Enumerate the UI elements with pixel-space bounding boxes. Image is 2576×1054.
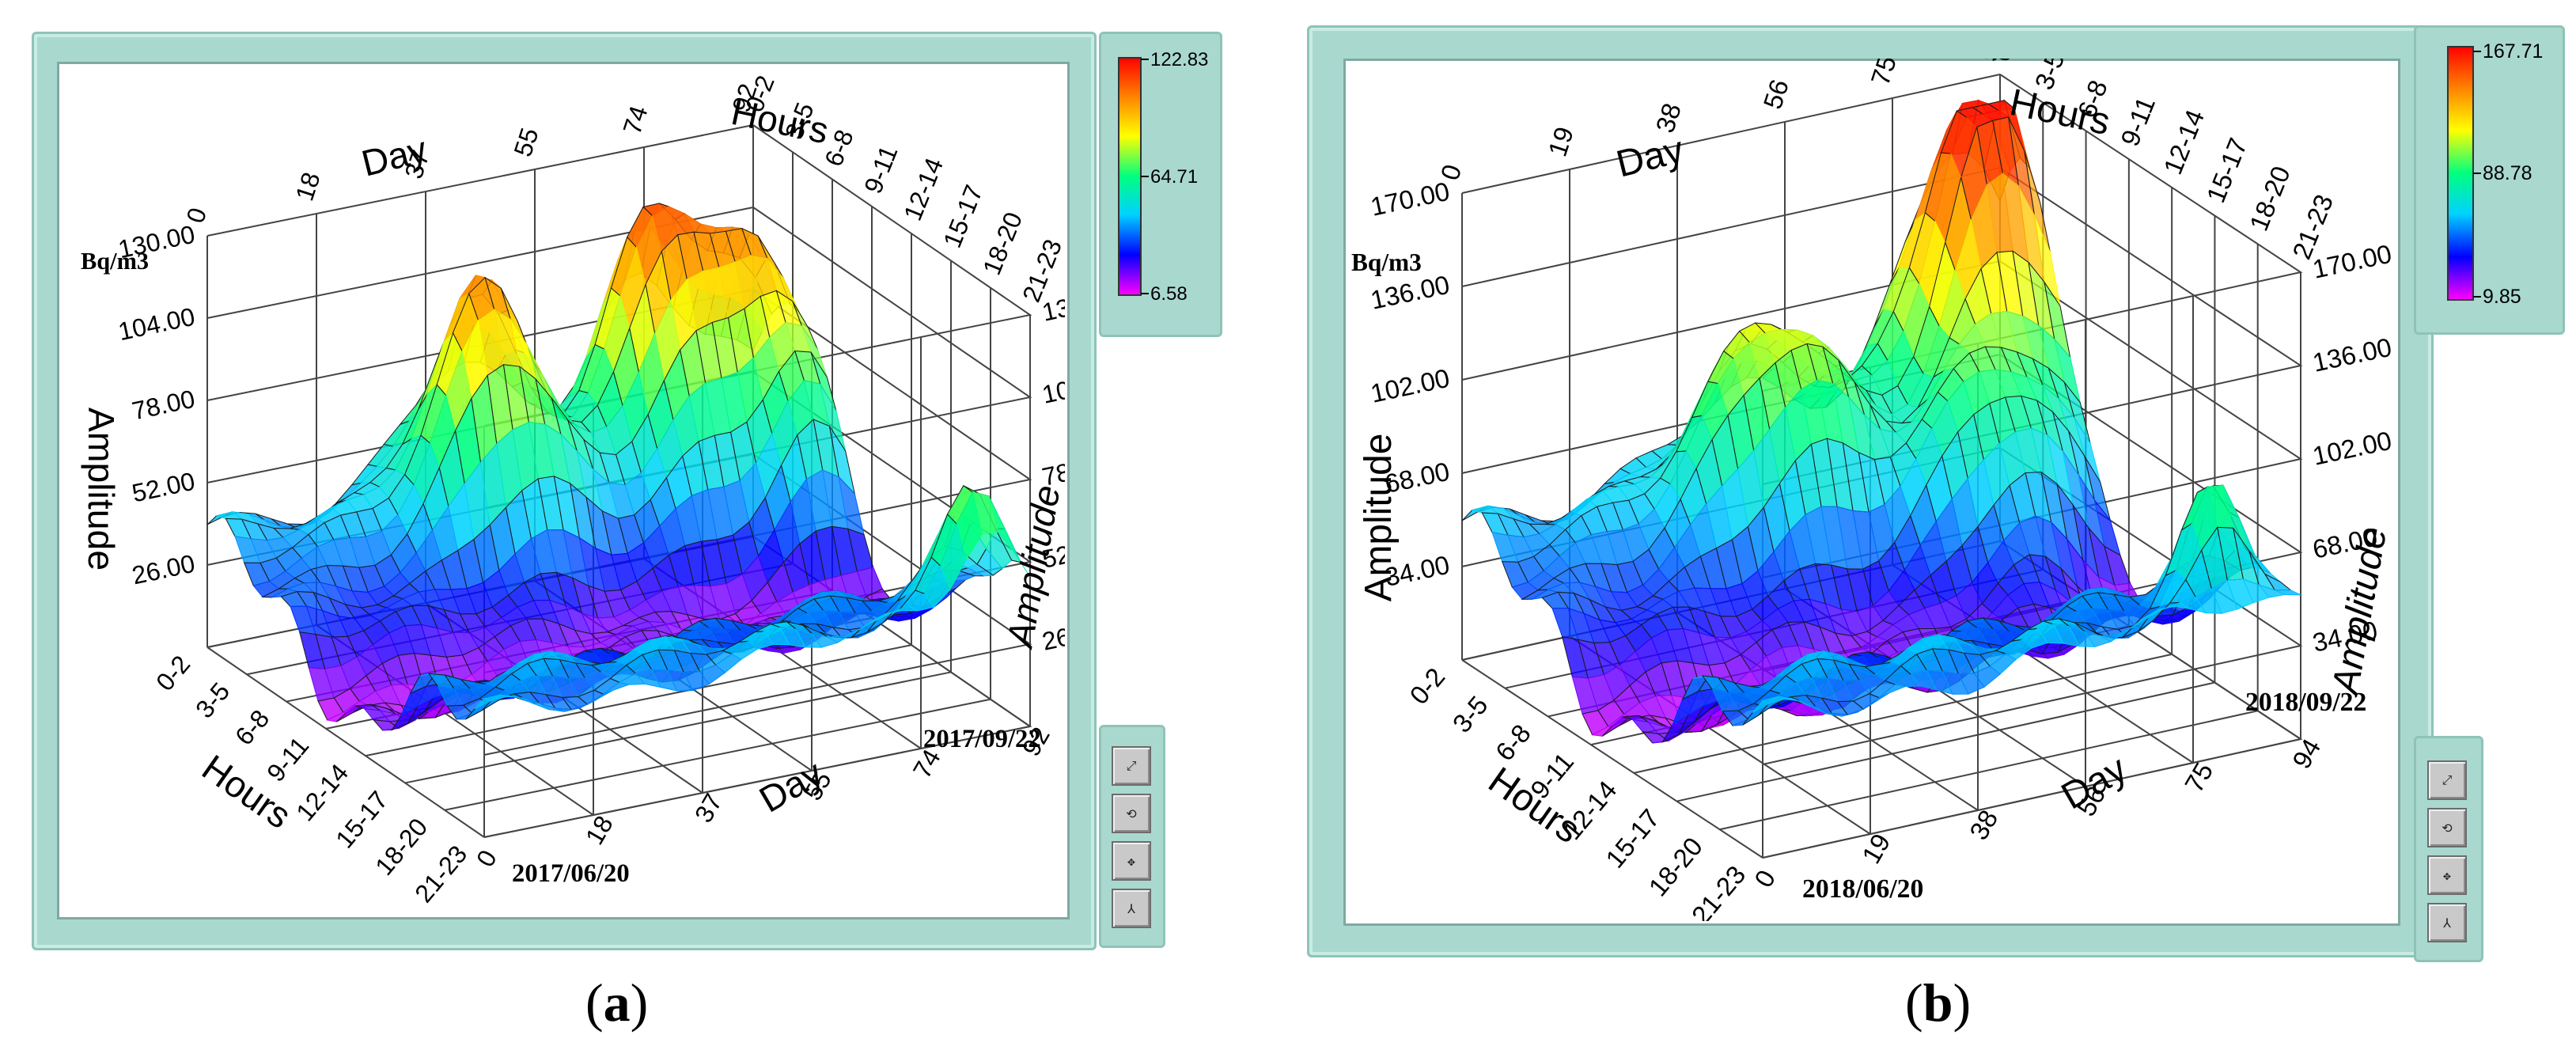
day-tick-front: 0 bbox=[1748, 865, 1781, 892]
colorbar-min-a: 6.58 bbox=[1150, 283, 1188, 305]
colorbar-a: 122.83 64.71 6.58 bbox=[1099, 32, 1222, 337]
hours-tick-front: 3-5 bbox=[190, 677, 235, 724]
z-tick-left: 170.00 bbox=[1368, 176, 1452, 222]
day-axis-title-top: Day bbox=[1612, 129, 1688, 186]
zoom-button-a[interactable]: ⤢ bbox=[1112, 746, 1151, 786]
day-tick-top: 94 bbox=[1972, 59, 2010, 65]
surface-plot-a[interactable]: 0-20-23-53-56-86-89-119-1112-1412-1415-1… bbox=[57, 62, 1065, 915]
colorbar-max-a: 122.83 bbox=[1150, 49, 1208, 70]
pan-icon: ✥ bbox=[2443, 867, 2451, 883]
colorbar-mid-a: 64.71 bbox=[1150, 166, 1198, 188]
hours-tick-top: 18-20 bbox=[977, 208, 1028, 279]
colorbar-max-b: 167.71 bbox=[2483, 40, 2543, 63]
hours-tick-top: 0-2 bbox=[1986, 59, 2027, 66]
caption-a: (a) bbox=[585, 972, 649, 1033]
hours-tick-front: 6-8 bbox=[1490, 718, 1536, 766]
z-tick-left: 26.00 bbox=[130, 549, 198, 590]
colorbar-b: 167.71 88.78 9.85 bbox=[2414, 25, 2565, 335]
hours-tick-front: 15-17 bbox=[330, 786, 393, 854]
z-tick-right: 136.00 bbox=[2310, 332, 2394, 377]
day-tick-front: 19 bbox=[1856, 828, 1896, 868]
day-tick-top: 55 bbox=[508, 124, 544, 160]
day-tick-top: 74 bbox=[617, 102, 653, 138]
hours-tick-front: 0-2 bbox=[1404, 662, 1450, 710]
colorbar-min-b: 9.85 bbox=[2483, 286, 2521, 308]
surface-plot-b[interactable]: 0-20-23-53-56-86-89-119-1112-1412-1415-1… bbox=[1343, 59, 2396, 921]
zoom-button-b[interactable]: ⤢ bbox=[2427, 760, 2467, 800]
rotate-button-b[interactable]: ⟲ bbox=[2427, 808, 2467, 847]
hours-tick-front: 18-20 bbox=[369, 813, 433, 881]
z-tick-left: 104.00 bbox=[116, 302, 197, 347]
pan-button-b[interactable]: ✥ bbox=[2427, 855, 2467, 895]
hours-tick-top: 15-17 bbox=[938, 181, 988, 252]
graph-controls-a: ⤢ ⟲ ✥ ⅄ bbox=[1099, 725, 1165, 948]
hours-tick-front: 0-2 bbox=[150, 650, 195, 696]
panel-b: 0-20-23-53-56-86-89-119-1112-1412-1415-1… bbox=[1288, 0, 2576, 1054]
axes-button-a[interactable]: ⅄ bbox=[1112, 889, 1151, 928]
start-date-label: 2018/06/20 bbox=[1802, 874, 1923, 904]
amplitude-axis-title-left: Amplitude bbox=[1358, 434, 1400, 602]
z-tick-right: 104.00 bbox=[1040, 365, 1065, 409]
z-tick-left: 52.00 bbox=[130, 467, 198, 508]
colorbar-mid-b: 88.78 bbox=[2483, 162, 2532, 184]
day-tick-front: 38 bbox=[1964, 805, 2003, 844]
surface-mesh bbox=[206, 203, 1031, 731]
zoom-icon: ⤢ bbox=[2442, 772, 2453, 787]
axes-button-b[interactable]: ⅄ bbox=[2427, 903, 2467, 942]
unit-label: Bq/m3 bbox=[1351, 248, 1422, 276]
day-tick-front: 94 bbox=[2286, 734, 2326, 773]
hours-tick-front: 3-5 bbox=[1447, 690, 1494, 737]
hours-tick-front: 21-23 bbox=[1686, 860, 1752, 921]
hours-tick-front: 18-20 bbox=[1642, 832, 1708, 901]
panel-a: 0-2 0-2 3-5 3-5 6-8 6-8 9-11 9-11 12-14 12-14 15-1… bbox=[32, 32, 1222, 1033]
day-tick-top: 18 bbox=[290, 169, 325, 204]
day-tick-top: 75 bbox=[1865, 59, 1902, 89]
hours-tick-front: 12-14 bbox=[290, 759, 354, 827]
axes-icon: ⅄ bbox=[2443, 915, 2451, 931]
hours-tick-front: 9-11 bbox=[261, 731, 314, 787]
hours-tick-front: 15-17 bbox=[1600, 803, 1665, 873]
day-tick-front: 0 bbox=[471, 845, 502, 871]
z-tick-left: 102.00 bbox=[1368, 363, 1452, 408]
end-date-label: 2018/09/22 bbox=[2245, 688, 2366, 717]
hours-tick-top: 18-20 bbox=[2244, 162, 2296, 235]
graph-controls-b: ⤢ ⟲ ✥ ⅄ bbox=[2414, 736, 2483, 962]
amplitude-axis-title-left: Amplitude bbox=[81, 408, 122, 571]
day-axis-title-front: Day bbox=[752, 752, 830, 821]
hours-tick-top: 9-11 bbox=[858, 142, 903, 198]
hours-tick-front: 21-23 bbox=[409, 840, 472, 908]
pan-icon: ✥ bbox=[1127, 853, 1135, 869]
rotate-button-a[interactable]: ⟲ bbox=[1112, 794, 1151, 833]
surface-mesh bbox=[1461, 99, 2301, 744]
day-tick-top: 19 bbox=[1542, 123, 1579, 160]
hours-tick-top: 15-17 bbox=[2201, 134, 2253, 207]
hours-tick-front: 6-8 bbox=[229, 704, 275, 751]
day-tick-top: 56 bbox=[1757, 76, 1794, 112]
unit-label: Bq/m3 bbox=[81, 248, 149, 275]
z-tick-left: 78.00 bbox=[130, 385, 198, 426]
caption-b: (b) bbox=[1905, 972, 1972, 1033]
rotate-icon: ⟲ bbox=[2442, 820, 2453, 836]
start-date-label: 2017/06/20 bbox=[512, 859, 630, 888]
hours-tick-top: 9-11 bbox=[2115, 93, 2161, 150]
hours-tick-top: 12-14 bbox=[898, 154, 949, 224]
pan-button-a[interactable]: ✥ bbox=[1112, 841, 1151, 881]
z-tick-right: 170.00 bbox=[2310, 239, 2394, 284]
axes-icon: ⅄ bbox=[1127, 900, 1135, 916]
z-tick-left: 136.00 bbox=[1368, 270, 1452, 315]
rotate-icon: ⟲ bbox=[1126, 806, 1137, 821]
end-date-label: 2017/09/22 bbox=[923, 725, 1041, 753]
z-tick-right: 102.00 bbox=[2310, 426, 2394, 471]
hours-tick-top: 12-14 bbox=[2157, 105, 2210, 178]
day-tick-front: 75 bbox=[2179, 757, 2218, 797]
zoom-icon: ⤢ bbox=[1126, 758, 1137, 773]
